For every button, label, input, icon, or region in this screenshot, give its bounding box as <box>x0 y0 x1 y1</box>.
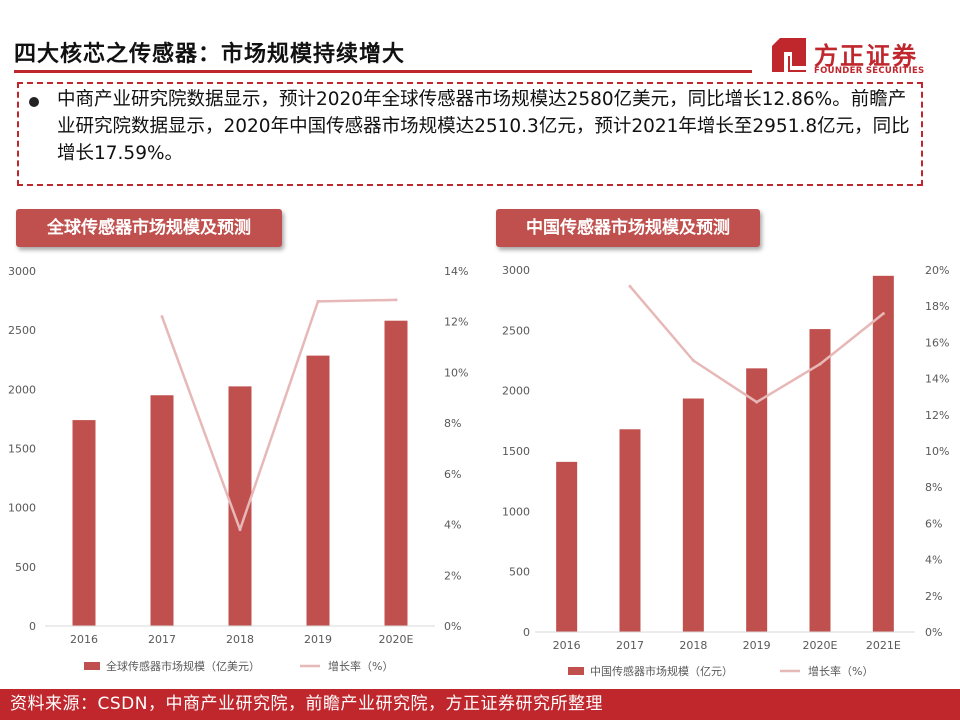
bar <box>872 275 894 632</box>
y-right-tick-label: 2% <box>444 569 461 582</box>
growth-rate-point <box>881 312 885 316</box>
y-right-tick-label: 8% <box>444 417 461 430</box>
growth-rate-point <box>238 528 242 532</box>
y-right-tick-label: 6% <box>925 517 942 530</box>
legend-bar-swatch <box>568 667 584 675</box>
y-right-tick-label: 6% <box>444 468 461 481</box>
company-logo: 方正证券 FOUNDER SECURITIES <box>770 34 945 80</box>
y-left-tick-label: 3000 <box>8 265 36 278</box>
page-title: 四大核芯之传感器：市场规模持续增大 <box>14 42 406 67</box>
global-chart-header: 全球传感器市场规模及预测 <box>16 209 282 247</box>
growth-rate-point <box>818 362 822 366</box>
y-left-tick-label: 500 <box>509 566 530 579</box>
y-left-tick-label: 2500 <box>8 324 36 337</box>
founder-logo-icon <box>772 38 806 72</box>
bar <box>746 368 768 632</box>
y-right-tick-label: 0% <box>925 626 942 639</box>
china-chart-header: 中国传感器市场规模及预测 <box>496 209 760 247</box>
x-tick-label: 2021E <box>866 639 901 652</box>
x-tick-label: 2018 <box>679 639 707 652</box>
x-tick-label: 2020E <box>803 639 838 652</box>
y-right-tick-label: 14% <box>925 373 949 386</box>
y-left-tick-label: 1000 <box>8 502 36 515</box>
y-right-tick-label: 2% <box>925 590 942 603</box>
y-right-tick-label: 18% <box>925 300 949 313</box>
y-left-tick-label: 2000 <box>8 383 36 396</box>
title-underline <box>14 70 752 73</box>
x-tick-label: 2018 <box>226 633 254 646</box>
growth-rate-point <box>628 284 632 288</box>
y-left-tick-label: 3000 <box>502 264 530 277</box>
y-left-tick-label: 500 <box>15 561 36 574</box>
legend-line-label: 增长率（%） <box>328 659 393 673</box>
legend-bar-label: 中国传感器市场规模（亿元） <box>590 664 733 678</box>
growth-rate-point <box>316 299 320 303</box>
china-sensor-chart: 0 500 1000 1500 2000 2500 3000 0% 2% 4% 6% 8% 10% 12%… <box>502 264 949 678</box>
y-right-tick-label: 10% <box>444 366 468 379</box>
x-tick-label: 2016 <box>70 633 98 646</box>
growth-rate-point <box>160 315 164 319</box>
bar <box>619 429 641 632</box>
y-right-tick-label: 8% <box>925 481 942 494</box>
growth-rate-point <box>394 298 398 302</box>
y-left-tick-label: 2000 <box>502 385 530 398</box>
bar <box>150 395 174 626</box>
y-right-tick-label: 12% <box>925 409 949 422</box>
logo-name-en: FOUNDER SECURITIES <box>814 66 925 76</box>
y-right-tick-label: 16% <box>925 336 949 349</box>
source-footer: 资料来源：CSDN，中商产业研究院，前瞻产业研究院，方正证券研究所整理 <box>0 689 960 720</box>
bar <box>72 420 96 626</box>
logo-name-cn: 方正证券 <box>814 42 918 70</box>
y-left-tick-label: 2500 <box>502 324 530 337</box>
bullet-icon <box>29 97 39 107</box>
bar <box>809 329 831 632</box>
y-right-tick-label: 4% <box>444 519 461 532</box>
bar <box>682 398 704 632</box>
y-left-tick-label: 1500 <box>502 445 530 458</box>
summary-box: 中商产业研究院数据显示，预计2020年全球传感器市场规模达2580亿美元，同比增… <box>17 82 923 186</box>
y-right-tick-label: 14% <box>444 265 468 278</box>
x-tick-label: 2017 <box>616 639 644 652</box>
bar <box>384 320 408 626</box>
bar <box>306 355 330 626</box>
x-tick-label: 2019 <box>743 639 771 652</box>
x-tick-label: 2017 <box>148 633 176 646</box>
y-right-tick-label: 12% <box>444 316 468 329</box>
y-left-tick-label: 0 <box>29 620 36 633</box>
legend-bar-swatch <box>84 662 100 670</box>
x-tick-label: 2016 <box>553 639 581 652</box>
y-right-tick-label: 10% <box>925 445 949 458</box>
bar <box>556 461 578 632</box>
x-tick-label: 2019 <box>304 633 332 646</box>
growth-rate-line <box>160 298 397 531</box>
x-tick-label: 2020E <box>379 633 414 646</box>
y-right-tick-label: 0% <box>444 620 461 633</box>
legend-line-label: 增长率（%） <box>808 664 873 678</box>
legend-bar-label: 全球传感器市场规模（亿美元） <box>106 659 260 673</box>
bar <box>228 386 252 626</box>
y-left-tick-label: 0 <box>523 626 530 639</box>
y-left-tick-label: 1000 <box>502 505 530 518</box>
summary-text: 中商产业研究院数据显示，预计2020年全球传感器市场规模达2580亿美元，同比增… <box>57 89 910 164</box>
y-left-tick-label: 1500 <box>8 443 36 456</box>
y-right-tick-label: 4% <box>925 554 942 567</box>
y-right-tick-label: 20% <box>925 264 949 277</box>
growth-rate-point <box>755 400 759 404</box>
global-sensor-chart: 0 500 1000 1500 2000 2500 3000 0% 2% 4% 6% 8% 10% 12%… <box>8 265 468 673</box>
growth-rate-point <box>691 359 695 362</box>
